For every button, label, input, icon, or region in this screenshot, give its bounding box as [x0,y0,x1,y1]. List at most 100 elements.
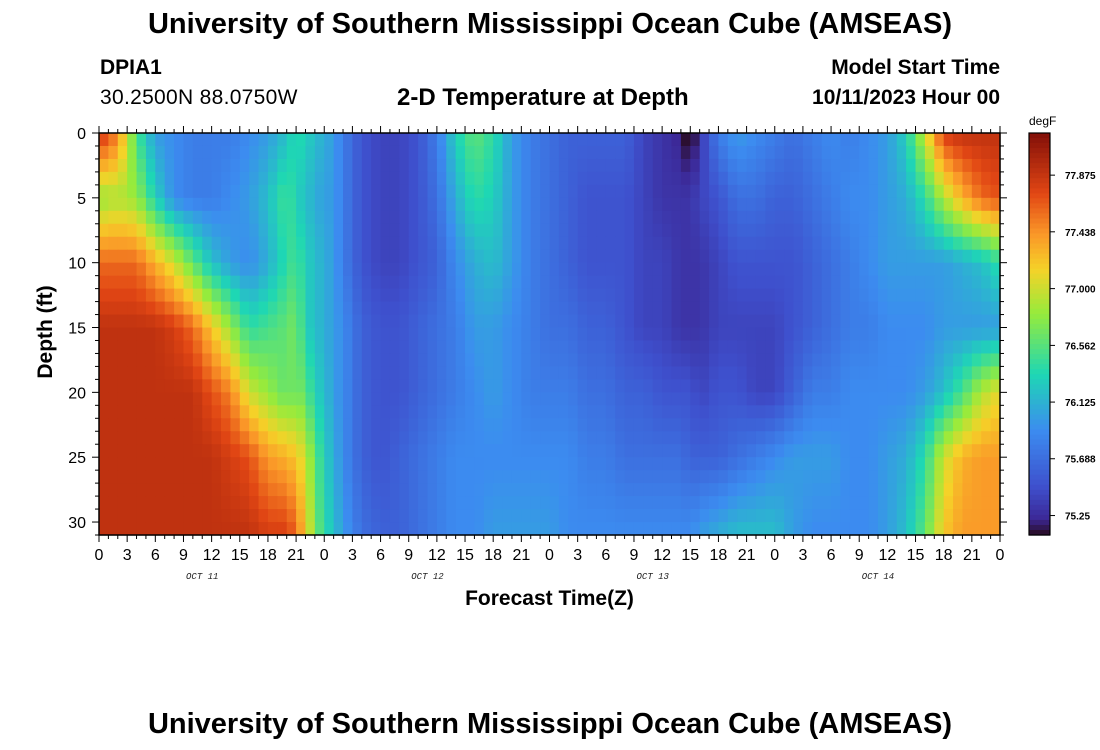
heatmap-cell [831,171,842,186]
heatmap-cell [136,197,147,212]
heatmap-cell [643,483,654,497]
heatmap-cell [502,366,513,380]
heatmap-cell [258,327,269,342]
heatmap-cell [389,431,400,445]
heatmap-cell [483,418,494,432]
heatmap-cell [380,262,391,277]
heatmap-cell [737,418,748,432]
heatmap-cell [643,496,654,510]
heatmap-cell [117,444,128,458]
heatmap-cell [859,223,870,238]
heatmap-cell [755,223,766,238]
heatmap-cell [877,522,888,536]
heatmap-cell [793,314,804,329]
heatmap-cell [981,314,992,329]
heatmap-cell [427,353,438,368]
heatmap-cell [249,275,260,290]
heatmap-cell [427,301,438,316]
heatmap-cell [662,262,673,277]
heatmap-cell [371,327,382,342]
heatmap-cell [202,340,213,355]
heatmap-cell [746,496,757,510]
heatmap-cell [746,171,757,186]
heatmap-cell [633,340,644,355]
heatmap-cell [624,275,635,290]
heatmap-cell [577,392,588,406]
heatmap-cell [99,366,109,380]
heatmap-cell [399,353,410,368]
heatmap-cell [183,301,194,316]
heatmap-cell [352,431,363,445]
heatmap-cell [906,353,917,368]
heatmap-cell [981,327,992,342]
heatmap-cell [371,483,382,497]
heatmap-cell [211,483,222,497]
heatmap-cell [633,418,644,432]
heatmap-cell [812,288,823,303]
heatmap-cell [727,327,738,342]
heatmap-cell [239,405,250,419]
heatmap-cell [906,288,917,303]
heatmap-cell [615,197,626,212]
heatmap-cell [343,236,354,251]
heatmap-cell [633,483,644,497]
heatmap-cell [615,444,626,458]
heatmap-cell [737,431,748,445]
heatmap-cell [934,418,945,432]
heatmap-cell [849,444,860,458]
heatmap-cell [596,444,607,458]
colorbar-swatch [1029,253,1050,260]
heatmap-cell [877,327,888,342]
heatmap-cell [596,171,607,186]
heatmap-cell [380,133,391,147]
heatmap-cell [831,509,842,523]
heatmap-cell [718,301,729,316]
heatmap-cell [671,418,682,432]
heatmap-cell [540,431,551,445]
colorbar-swatch [1029,273,1050,280]
heatmap-cell [662,301,673,316]
heatmap-cell [145,184,156,199]
heatmap-cell [324,184,335,199]
colorbar-swatch [1029,384,1050,390]
heatmap-cell [568,275,579,290]
heatmap-cell [427,223,438,238]
heatmap-cell [877,314,888,329]
heatmap-cell [211,392,222,406]
heatmap-cell [699,288,710,303]
heatmap-cell [662,392,673,406]
colorbar-swatch [1029,178,1050,184]
heatmap-cell [192,236,203,251]
heatmap-cell [652,457,663,471]
heatmap-cell [202,171,213,186]
heatmap-cell [174,418,185,432]
heatmap-cell [671,158,682,173]
heatmap-cell [924,496,935,510]
heatmap-cell [962,431,973,445]
heatmap-cell [953,223,964,238]
heatmap-cell [145,522,156,536]
heatmap-cell [924,457,935,471]
heatmap-cell [343,327,354,342]
heatmap-cell [615,184,626,199]
heatmap-cell [108,184,119,199]
heatmap-cell [877,353,888,368]
heatmap-cell [183,418,194,432]
heatmap-cell [389,223,400,238]
colorbar-swatch [1029,173,1050,179]
heatmap-cell [192,210,203,225]
heatmap-cell [765,249,776,264]
heatmap-cell [343,470,354,484]
heatmap-cell [793,470,804,484]
heatmap-cell [267,327,278,342]
heatmap-cell [267,379,278,393]
heatmap-cell [934,392,945,406]
heatmap-cell [981,301,992,316]
heatmap-cell [727,483,738,497]
heatmap-cell [934,275,945,290]
heatmap-cell [765,275,776,290]
y-tick-label: 10 [68,256,86,273]
heatmap-cell [840,133,851,147]
heatmap-cell [746,314,757,329]
heatmap-cell [249,431,260,445]
